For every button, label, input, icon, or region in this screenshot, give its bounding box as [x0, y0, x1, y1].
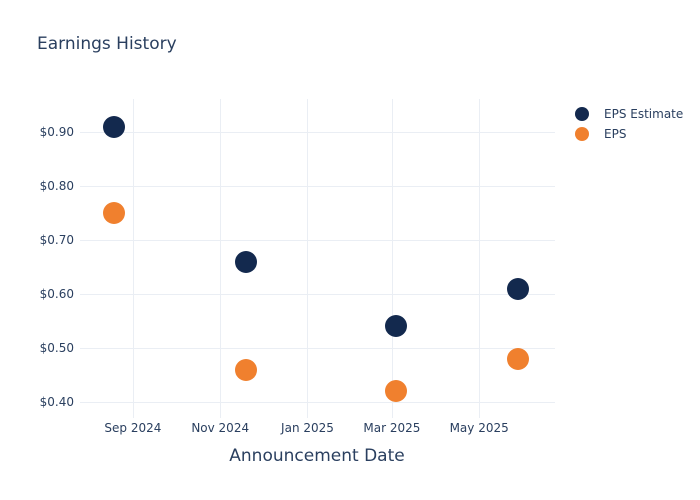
gridline-horizontal: [80, 240, 555, 241]
gridline-horizontal: [80, 186, 555, 187]
legend-item-eps[interactable]: EPS: [575, 124, 683, 144]
legend-item-eps-estimate[interactable]: EPS Estimate: [575, 104, 683, 124]
x-tick-label: Jan 2025: [281, 421, 334, 435]
gridline-vertical: [220, 99, 222, 418]
gridline-vertical: [307, 99, 309, 418]
legend-label-eps: EPS: [604, 127, 627, 141]
data-point-eps-estimate[interactable]: [103, 115, 126, 138]
legend: EPS Estimate EPS: [575, 104, 683, 144]
x-tick-label: Mar 2025: [363, 421, 421, 435]
y-tick-label: $0.80: [39, 179, 74, 193]
x-tick-label: Nov 2024: [191, 421, 250, 435]
x-tick-label: Sep 2024: [104, 421, 162, 435]
y-tick-label: $0.50: [39, 341, 74, 355]
gridline-vertical: [479, 99, 481, 418]
legend-label-eps-estimate: EPS Estimate: [604, 107, 684, 121]
y-tick-label: $0.60: [39, 287, 74, 301]
gridline-vertical: [132, 99, 134, 418]
gridline-horizontal: [80, 348, 555, 349]
x-axis-title: Announcement Date: [229, 446, 405, 466]
data-point-eps-estimate[interactable]: [385, 315, 408, 338]
y-tick-label: $0.40: [39, 395, 74, 409]
y-tick-label: $0.70: [39, 233, 74, 247]
data-point-eps[interactable]: [506, 347, 529, 370]
data-point-eps[interactable]: [234, 358, 257, 381]
plot-area: [80, 99, 555, 418]
legend-marker-eps-icon: [575, 127, 589, 141]
x-tick-label: May 2025: [449, 421, 509, 435]
gridline-vertical: [391, 99, 393, 418]
y-tick-label: $0.90: [39, 124, 74, 139]
data-point-eps-estimate[interactable]: [506, 277, 529, 300]
chart-title: Earnings History: [37, 34, 177, 54]
data-point-eps[interactable]: [385, 380, 408, 403]
data-point-eps[interactable]: [103, 202, 126, 224]
legend-marker-eps-estimate-icon: [575, 107, 589, 121]
data-point-eps-estimate[interactable]: [234, 250, 257, 273]
gridline-horizontal: [80, 131, 555, 133]
gridline-horizontal: [80, 294, 555, 295]
gridline-horizontal: [80, 402, 555, 403]
